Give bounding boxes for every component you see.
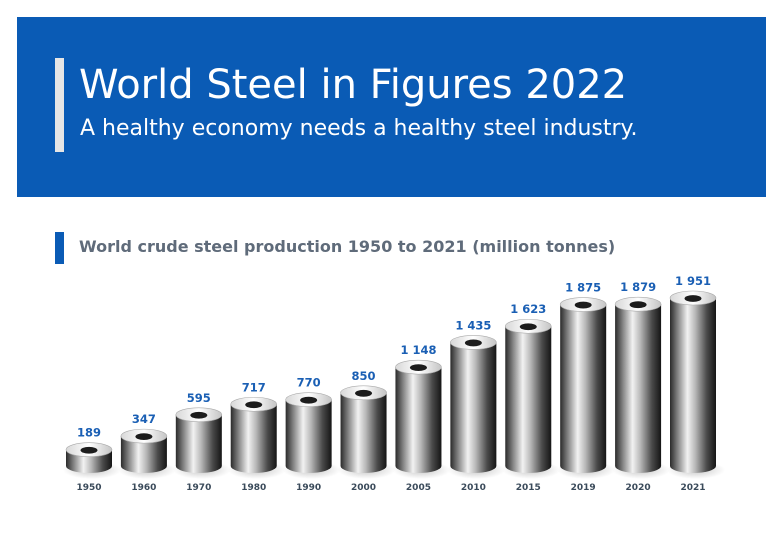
bar-body <box>395 367 442 474</box>
bar-body <box>560 304 607 474</box>
bar-body <box>670 298 716 473</box>
data-label: 595 <box>187 391 211 405</box>
data-label: 1 875 <box>565 281 601 295</box>
bar-1990: 770 1990 <box>282 376 341 493</box>
x-tick-label: 2010 <box>461 483 486 493</box>
data-label: 850 <box>352 369 376 383</box>
bar-hole <box>300 396 318 404</box>
x-tick-label: 1980 <box>241 483 266 493</box>
bar-hole <box>80 446 98 454</box>
x-tick-label: 1970 <box>186 483 211 493</box>
page-title: World Steel in Figures 2022 <box>79 62 628 108</box>
bar-body <box>505 326 552 473</box>
data-label: 1 879 <box>620 280 656 294</box>
bar-1980: 717 1980 <box>227 380 286 493</box>
x-tick-label: 2019 <box>571 483 596 493</box>
banner-accent-bar <box>55 58 64 152</box>
x-tick-label: 2015 <box>516 483 541 493</box>
bar-1970: 595 1970 <box>172 391 231 493</box>
bar-2021: 1 951 2021 <box>667 274 725 493</box>
x-tick-label: 1990 <box>296 483 321 493</box>
bar-2020: 1 879 2020 <box>612 280 671 493</box>
bar-body <box>340 392 387 474</box>
bar-1960: 347 1960 <box>117 412 176 493</box>
chart-title: World crude steel production 1950 to 202… <box>79 237 616 256</box>
bar-body <box>175 414 222 474</box>
x-tick-label: 1960 <box>131 483 156 493</box>
data-label: 1 623 <box>510 302 546 316</box>
x-tick-label: 1950 <box>76 483 101 493</box>
bar-1950: 189 1950 <box>63 426 121 493</box>
data-label: 1 951 <box>675 274 711 288</box>
data-label: 770 <box>297 376 321 390</box>
bar-body <box>450 342 497 474</box>
data-label: 1 148 <box>400 343 436 357</box>
bar-2015: 1 623 2015 <box>502 302 561 493</box>
data-label: 347 <box>132 412 156 426</box>
bar-body <box>615 304 662 474</box>
bars-group: 189 1950 347 1960 595 1970 717 1980 770 1990 850 20… <box>63 274 725 493</box>
bar-body <box>230 404 277 473</box>
bar-hole <box>464 339 482 347</box>
data-label: 717 <box>242 380 266 394</box>
bar-hole <box>135 433 153 441</box>
bar-body <box>120 436 167 474</box>
data-label: 189 <box>77 426 101 440</box>
page-subtitle: A healthy economy needs a healthy steel … <box>80 116 638 141</box>
bar-hole <box>190 411 208 419</box>
bar-2010: 1 435 2010 <box>447 318 506 493</box>
data-label: 1 435 <box>455 318 491 332</box>
header-banner <box>17 17 766 197</box>
bar-hole <box>684 295 702 302</box>
bar-hole <box>519 323 537 331</box>
bar-hole <box>574 301 592 309</box>
bar-2000: 850 2000 <box>337 369 396 493</box>
bar-2005: 1 148 2005 <box>392 343 451 493</box>
bar-hole <box>629 301 647 309</box>
bar-hole <box>355 389 373 397</box>
x-tick-label: 2005 <box>406 483 431 493</box>
bar-hole <box>245 401 263 409</box>
bar-hole <box>409 364 427 372</box>
chart-title-accent-bar <box>55 232 64 264</box>
x-tick-label: 2021 <box>680 483 705 493</box>
bar-2019: 1 875 2019 <box>557 281 616 493</box>
x-tick-label: 2000 <box>351 483 376 493</box>
bar-body <box>285 399 332 474</box>
x-tick-label: 2020 <box>626 483 651 493</box>
